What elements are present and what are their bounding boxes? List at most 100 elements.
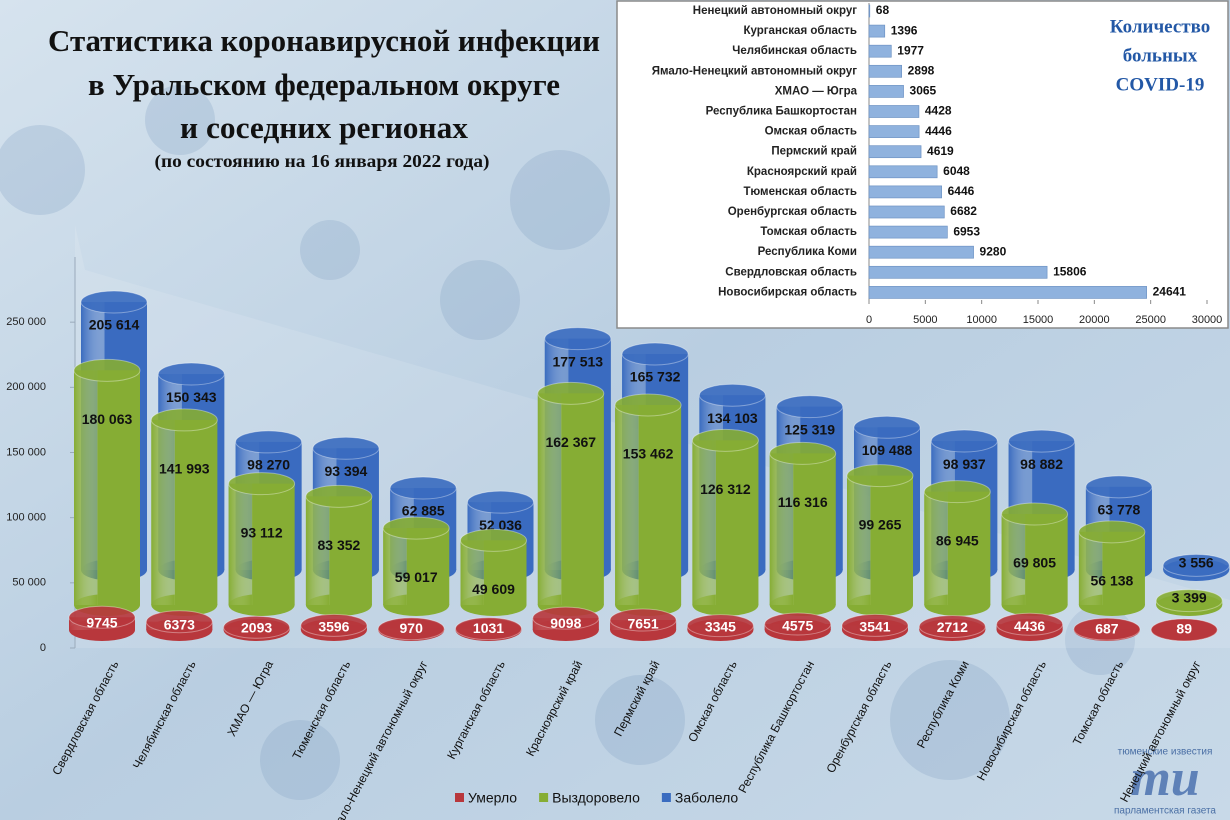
category-label: Омская область xyxy=(765,126,857,138)
cylinder xyxy=(691,428,759,616)
cylinder-top xyxy=(1155,589,1223,613)
cylinder-top xyxy=(769,441,837,465)
cylinder-shade xyxy=(1001,514,1068,605)
cylinder xyxy=(228,472,296,616)
cylinder xyxy=(1155,589,1223,616)
value-label: 162 367 xyxy=(545,434,596,450)
y-tick-label: 150 000 xyxy=(6,446,46,458)
category-label: Челябинская область xyxy=(732,45,857,57)
bar xyxy=(868,4,871,18)
bar xyxy=(868,205,945,219)
value-label: 4619 xyxy=(927,144,954,158)
cylinder-top xyxy=(80,290,148,314)
y-tick-label: 50 000 xyxy=(12,577,46,589)
cylinder-top xyxy=(537,381,605,405)
value-label: 109 488 xyxy=(862,442,913,458)
cylinder-top xyxy=(846,464,914,488)
cylinder-top xyxy=(1150,618,1218,642)
cylinder-top xyxy=(150,408,218,432)
category-label: ХМАО — Югра xyxy=(775,85,858,97)
value-label: 6682 xyxy=(950,204,977,218)
value-label: 177 513 xyxy=(552,353,603,369)
cylinder xyxy=(305,484,373,616)
cylinder-top xyxy=(621,342,689,366)
category-label: Оренбургская область xyxy=(728,206,857,218)
value-label: 141 993 xyxy=(159,461,210,477)
category-label: Республика Башкортостан xyxy=(706,106,857,118)
bar xyxy=(868,145,922,159)
cylinder-top xyxy=(305,484,373,508)
legend-swatch xyxy=(661,793,671,802)
cylinder xyxy=(1073,617,1141,641)
bar xyxy=(868,24,886,38)
value-label: 86 945 xyxy=(936,532,979,548)
value-label: 153 462 xyxy=(623,446,674,462)
inset-chart: 0 5000 10000 15000 20000 25000 30000 Ненецкий а… xyxy=(616,0,1229,329)
cylinder xyxy=(841,613,909,641)
category-label: Курганская область xyxy=(743,25,857,37)
inset-title: COVID-19 xyxy=(1116,74,1205,95)
category-label: Ненецкий автономный округ xyxy=(693,5,857,17)
cylinder-shade xyxy=(151,419,218,605)
cylinder-top xyxy=(532,606,600,630)
x-tick-label: 0 xyxy=(866,314,872,326)
title-block: Статистика коронавирусной инфекции в Ура… xyxy=(48,23,600,172)
cylinder-shade xyxy=(228,483,295,605)
cylinder xyxy=(537,381,605,616)
cylinder xyxy=(686,614,754,641)
value-label: 4436 xyxy=(1014,618,1045,634)
value-label: 93 112 xyxy=(241,524,283,540)
value-label: 9280 xyxy=(980,244,1007,258)
category-label: Республика Коми xyxy=(758,246,857,258)
value-label: 98 937 xyxy=(943,456,986,472)
x-tick-label: 5000 xyxy=(913,314,937,326)
value-label: 116 316 xyxy=(778,494,828,510)
cylinder-top xyxy=(228,472,296,496)
cylinder-shade xyxy=(305,496,372,605)
cylinder-top xyxy=(544,327,612,351)
value-label: 9098 xyxy=(550,615,581,631)
cylinder-top xyxy=(1078,520,1146,544)
cylinder xyxy=(223,615,291,641)
category-label: Ямало-Ненецкий автономный округ xyxy=(652,65,857,77)
logo-bottom: парламентская газета xyxy=(1114,806,1216,817)
y-tick-label: 250 000 xyxy=(6,316,46,328)
cylinder xyxy=(846,464,914,616)
cylinder-shade xyxy=(1078,531,1145,605)
bar xyxy=(868,165,938,179)
cylinder xyxy=(532,606,600,641)
value-label: 99 265 xyxy=(859,516,902,532)
cylinder xyxy=(1078,520,1146,616)
y-tick-label: 100 000 xyxy=(6,512,46,524)
cylinder xyxy=(764,612,832,641)
value-label: 6373 xyxy=(164,617,195,633)
value-label: 3 399 xyxy=(1172,590,1207,606)
cylinder-top xyxy=(73,358,141,382)
value-label: 3 556 xyxy=(1179,555,1214,571)
cylinder xyxy=(150,408,218,616)
value-label: 24641 xyxy=(1153,285,1187,299)
cylinder-top xyxy=(853,415,921,439)
cylinder-top xyxy=(1008,429,1076,453)
value-label: 83 352 xyxy=(317,537,360,553)
cylinder xyxy=(923,480,991,616)
category-label: Тюменская область xyxy=(744,186,857,198)
cylinder-shade xyxy=(383,528,450,605)
cylinder-top xyxy=(686,614,754,638)
cylinder-shade xyxy=(537,393,604,605)
x-tick-label: 15000 xyxy=(1023,314,1054,326)
cylinder-top xyxy=(1085,475,1153,499)
bar xyxy=(868,245,974,259)
value-label: 2712 xyxy=(937,619,968,635)
value-label: 6048 xyxy=(943,164,970,178)
value-label: 1977 xyxy=(897,43,924,57)
cylinder xyxy=(455,617,522,641)
value-label: 4575 xyxy=(782,618,813,634)
value-label: 62 885 xyxy=(402,503,445,519)
legend-label: Заболело xyxy=(675,790,739,806)
cylinder xyxy=(918,614,986,641)
category-label: Пермский край xyxy=(771,146,857,158)
category-label: Томская область xyxy=(760,226,857,238)
cylinder xyxy=(300,613,368,641)
cylinder-top xyxy=(609,608,677,632)
